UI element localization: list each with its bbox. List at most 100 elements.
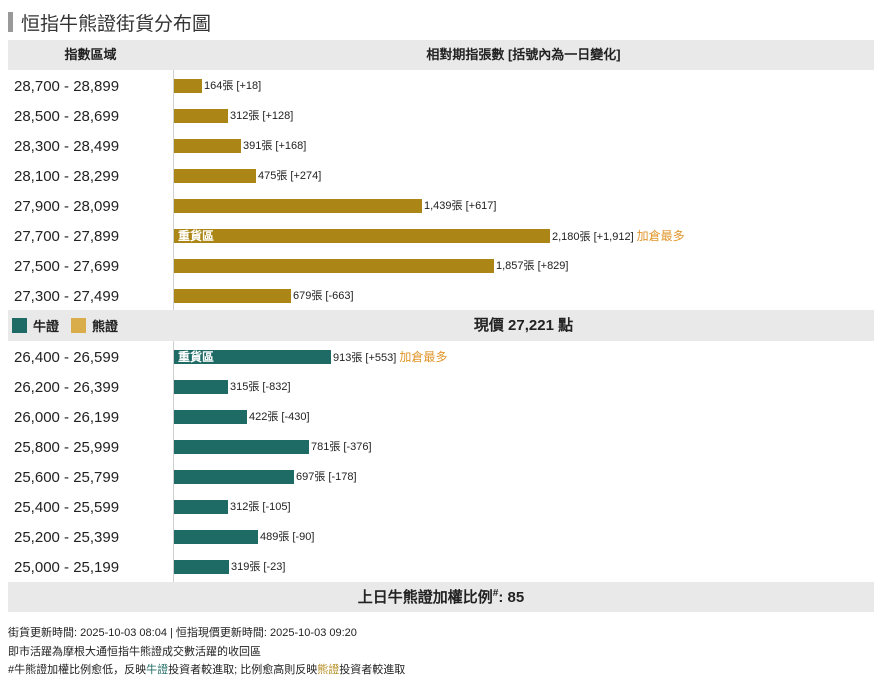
legend-bear-swatch — [71, 318, 87, 333]
bull-row: 25,000 - 25,199 319張 [-23] — [8, 551, 874, 581]
ratio-label: 上日牛熊證加權比例 — [357, 589, 493, 606]
footer-ratio-note-e: 投資者較進取 — [339, 664, 406, 676]
bear-bar — [174, 109, 228, 123]
index-range-label: 26,400 - 26,599 — [14, 349, 120, 366]
index-range-label: 27,900 - 28,099 — [14, 198, 120, 215]
bar-value-label: 312張 [+128] — [230, 109, 293, 123]
bear-bar — [174, 259, 494, 273]
contracts-change-text: 164張 [+18] — [204, 80, 262, 92]
contracts-change-text: 475張 [+274] — [258, 170, 322, 182]
legend: 牛證 熊證 — [12, 310, 118, 341]
heavy-zone-tag: 重貨區 — [178, 229, 215, 243]
contracts-change-text: 315張 [-832] — [230, 381, 291, 393]
bar-value-label: 164張 [+18] — [204, 79, 261, 93]
bear-bar — [174, 199, 422, 213]
bull-row: 25,400 - 25,599 312張 [-105] — [8, 491, 874, 521]
bull-row: 26,400 - 26,599 重貨區 913張 [+553] 加倉最多 — [8, 341, 874, 371]
header-bars-column: 相對期指張數 [括號內為一日變化] — [426, 47, 621, 62]
legend-bull-label: 牛證 — [33, 319, 60, 334]
index-range-label: 25,200 - 25,399 — [14, 529, 120, 546]
ratio-value: : 85 — [498, 589, 525, 606]
current-price-row: 牛證 熊證 現價 27,221 點 — [8, 310, 874, 341]
bar-value-label: 475張 [+274] — [258, 169, 321, 183]
current-price: 現價 27,221 點 — [473, 317, 574, 334]
index-range-label: 25,600 - 25,799 — [14, 469, 120, 486]
index-range-label: 27,500 - 27,699 — [14, 258, 120, 275]
contracts-change-text: 312張 [-105] — [230, 501, 291, 513]
bear-bar — [174, 169, 256, 183]
bear-row: 27,700 - 27,899 重貨區 2,180張 [+1,912] 加倉最多 — [8, 220, 874, 250]
bar-value-label: 319張 [-23] — [231, 560, 285, 574]
bull-bar — [174, 500, 228, 514]
index-range-label: 28,300 - 28,499 — [14, 138, 120, 155]
contracts-change-text: 489張 [-90] — [260, 531, 315, 543]
bar-value-label: 913張 [+553] 加倉最多 — [333, 350, 447, 364]
column-divider-top — [173, 70, 174, 310]
bull-row: 25,200 - 25,399 489張 [-90] — [8, 521, 874, 551]
title-text: 恒指牛熊證街貨分布圖 — [21, 13, 212, 35]
bull-bar — [174, 410, 247, 424]
bull-bar — [174, 440, 309, 454]
contracts-change-text: 391張 [+168] — [243, 140, 307, 152]
footer-bear-highlight: 熊證 — [317, 664, 340, 676]
index-range-label: 26,200 - 26,399 — [14, 379, 120, 396]
table-header: 指數區域 相對期指張數 [括號內為一日變化] — [8, 40, 874, 70]
bar-value-label: 1,857張 [+829] — [496, 259, 568, 273]
contracts-change-text: 422張 [-430] — [249, 411, 310, 423]
bar-value-label: 391張 [+168] — [243, 139, 306, 153]
bar-value-label: 679張 [-663] — [293, 289, 354, 303]
index-range-label: 26,000 - 26,199 — [14, 409, 120, 426]
contracts-change-text: 2,180張 [+1,912] — [552, 231, 634, 243]
index-range-label: 27,300 - 27,499 — [14, 288, 120, 305]
index-range-label: 28,100 - 28,299 — [14, 168, 120, 185]
bar-value-label: 422張 [-430] — [249, 410, 310, 424]
header-range-column: 指數區域 — [64, 47, 117, 62]
footer-update-times: 街貨更新時間: 2025-10-03 08:04 | 恒指現價更新時間: 202… — [8, 627, 357, 639]
bear-bar — [174, 139, 241, 153]
bull-row: 26,000 - 26,199 422張 [-430] — [8, 401, 874, 431]
contracts-change-text: 319張 [-23] — [231, 561, 286, 573]
most-added-tag: 加倉最多 — [636, 229, 685, 243]
bull-bar — [174, 380, 228, 394]
bar-value-label: 489張 [-90] — [260, 530, 314, 544]
bull-bar — [174, 530, 258, 544]
bear-row: 27,900 - 28,099 1,439張 [+617] — [8, 190, 874, 220]
index-range-label: 25,000 - 25,199 — [14, 559, 120, 576]
contracts-change-text: 913張 [+553] — [333, 352, 397, 364]
ratio-mark: # — [492, 588, 499, 599]
bear-row: 28,700 - 28,899 164張 [+18] — [8, 70, 874, 100]
bull-row: 26,200 - 26,399 315張 [-832] — [8, 371, 874, 401]
bar-value-label: 781張 [-376] — [311, 440, 372, 454]
bar-value-label: 697張 [-178] — [296, 470, 357, 484]
footer-ratio-note-a: #牛熊證加權比例愈低，反映 — [8, 664, 147, 676]
most-added-tag: 加倉最多 — [399, 350, 448, 364]
index-range-label: 25,400 - 25,599 — [14, 499, 120, 516]
index-range-label: 28,700 - 28,899 — [14, 78, 120, 95]
index-range-label: 27,700 - 27,899 — [14, 228, 120, 245]
bear-bar — [174, 289, 291, 303]
bull-row: 25,800 - 25,999 781張 [-376] — [8, 431, 874, 461]
contracts-change-text: 697張 [-178] — [296, 471, 357, 483]
column-divider-bottom — [173, 341, 174, 582]
legend-bear-label: 熊證 — [92, 319, 119, 334]
chart-title: 恒指牛熊證街貨分布圖 — [8, 10, 212, 35]
bull-bar — [174, 350, 331, 364]
bear-row: 28,300 - 28,499 391張 [+168] — [8, 130, 874, 160]
bull-bar — [174, 560, 229, 574]
bear-row: 28,500 - 28,699 312張 [+128] — [8, 100, 874, 130]
legend-bull-swatch — [12, 318, 27, 333]
heavy-zone-tag: 重貨區 — [178, 350, 215, 364]
footer-active-note: 即市活躍為摩根大通恒指牛熊證成交數活躍的收回區 — [8, 646, 261, 658]
bear-row: 28,100 - 28,299 475張 [+274] — [8, 160, 874, 190]
bar-value-label: 2,180張 [+1,912] 加倉最多 — [552, 229, 685, 243]
footer-bull-highlight: 牛證 — [146, 664, 169, 676]
bear-row: 27,500 - 27,699 1,857張 [+829] — [8, 250, 874, 280]
bar-value-label: 315張 [-832] — [230, 380, 291, 394]
bar-value-label: 1,439張 [+617] — [424, 199, 496, 213]
contracts-change-text: 781張 [-376] — [311, 441, 372, 453]
bull-bar — [174, 470, 294, 484]
index-range-label: 28,500 - 28,699 — [14, 108, 120, 125]
contracts-change-text: 312張 [+128] — [230, 110, 294, 122]
footer-ratio-note: #牛熊證加權比例愈低，反映牛證投資者較進取; 比例愈高則反映熊證投資者較進取 — [8, 661, 405, 677]
bar-value-label: 312張 [-105] — [230, 500, 291, 514]
